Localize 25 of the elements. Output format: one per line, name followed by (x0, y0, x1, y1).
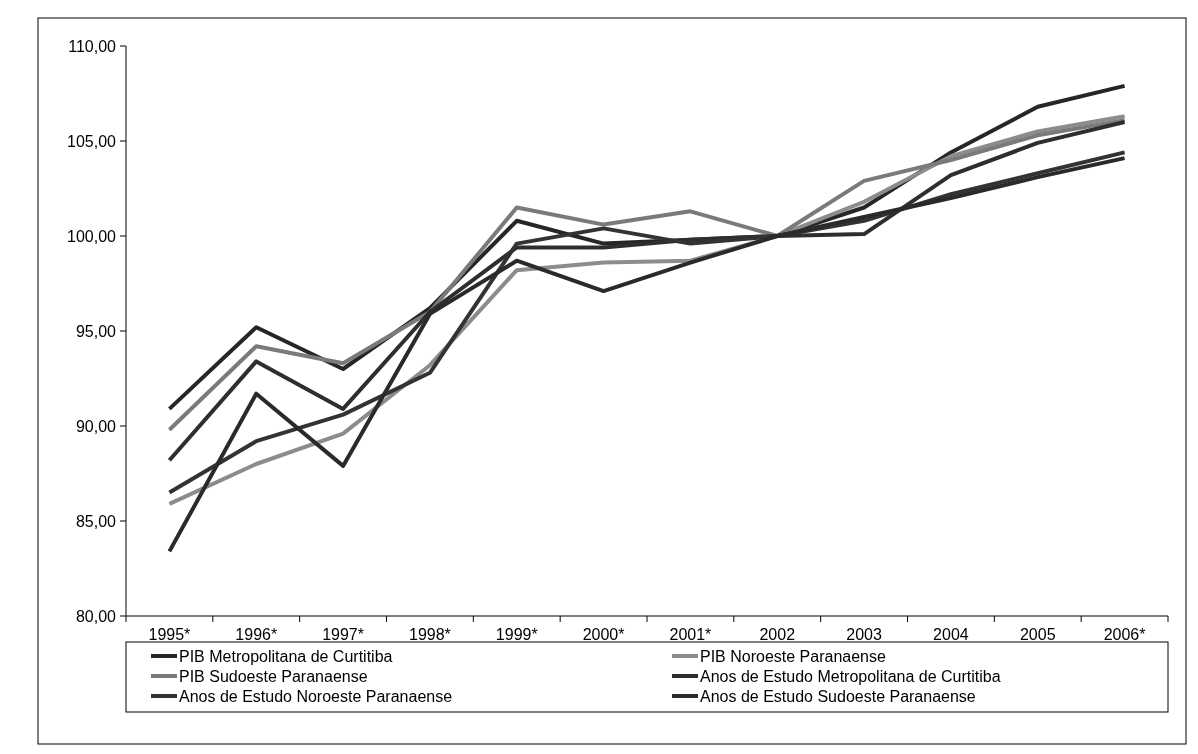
x-tick-label: 1999* (495, 626, 538, 643)
x-tick-label: 2001* (669, 626, 712, 643)
x-tick-label: 1998* (409, 626, 451, 643)
y-tick-label: 110,00 (68, 37, 117, 55)
legend-label: Anos de Estudo Metropolitana de Curtitiba (700, 667, 1001, 685)
x-tick-label: 1996* (235, 626, 278, 643)
x-tick-label: 1995* (148, 626, 191, 643)
y-tick-label: 105,00 (67, 132, 117, 150)
x-tick-label: 2002 (759, 626, 796, 643)
y-tick-label: 100,00 (67, 227, 117, 245)
x-tick-label: 2003 (846, 626, 882, 643)
x-tick-label: 2005 (1019, 626, 1056, 643)
legend-label: PIB Metropolitana de Curtitiba (179, 647, 393, 665)
legend-label: Anos de Estudo Sudoeste Paranaense (700, 687, 976, 705)
x-tick-label: 2006* (1103, 626, 1146, 643)
x-tick-label: 2000* (582, 626, 625, 643)
x-tick-label: 1997* (322, 626, 364, 643)
x-tick-label: 2004 (933, 626, 969, 643)
y-tick-label: 90,00 (75, 417, 117, 435)
y-tick-label: 85,00 (75, 512, 117, 530)
y-tick-label: 95,00 (75, 322, 117, 340)
legend-label: Anos de Estudo Noroeste Paranaense (179, 687, 453, 705)
legend-label: PIB Sudoeste Paranaense (179, 667, 368, 685)
y-tick-label: 80,00 (75, 607, 117, 625)
legend-label: PIB Noroeste Paranaense (700, 647, 886, 665)
